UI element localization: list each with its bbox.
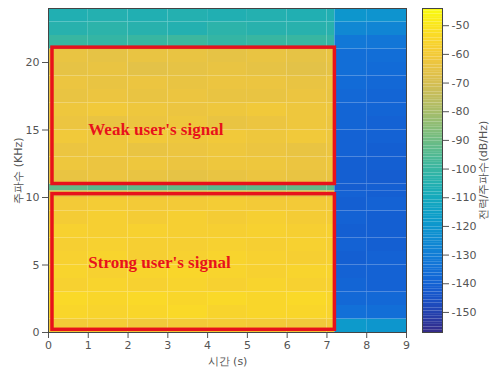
svg-text:8: 8 <box>363 339 370 352</box>
svg-text:1: 1 <box>85 339 92 352</box>
svg-text:7: 7 <box>323 339 330 352</box>
svg-text:3: 3 <box>164 339 171 352</box>
svg-text:-140: -140 <box>452 277 477 290</box>
svg-text:9: 9 <box>403 339 410 352</box>
svg-text:-150: -150 <box>452 306 477 319</box>
svg-text:-110: -110 <box>452 191 477 204</box>
svg-text:전력/주파수(dB/Hz): 전력/주파수(dB/Hz) <box>477 121 490 221</box>
svg-text:-130: -130 <box>452 249 477 262</box>
svg-text:4: 4 <box>204 339 211 352</box>
svg-text:-80: -80 <box>452 105 470 118</box>
svg-text:5: 5 <box>33 259 40 272</box>
svg-text:10: 10 <box>26 191 40 204</box>
svg-text:-70: -70 <box>452 77 470 90</box>
svg-text:-50: -50 <box>452 19 470 32</box>
svg-text:-60: -60 <box>452 48 470 61</box>
svg-text:주파수 (KHz): 주파수 (KHz) <box>12 137 25 203</box>
svg-text:-100: -100 <box>452 163 477 176</box>
svg-text:Strong user's signal: Strong user's signal <box>88 253 231 272</box>
svg-text:15: 15 <box>26 124 40 137</box>
svg-text:5: 5 <box>244 339 251 352</box>
svg-text:6: 6 <box>284 339 291 352</box>
svg-text:-120: -120 <box>452 220 477 233</box>
svg-text:2: 2 <box>125 339 132 352</box>
svg-text:Weak user's signal: Weak user's signal <box>88 120 223 139</box>
svg-text:20: 20 <box>26 56 40 69</box>
svg-text:0: 0 <box>45 339 52 352</box>
svg-text:-90: -90 <box>452 134 470 147</box>
svg-text:0: 0 <box>33 326 40 339</box>
svg-text:시간 (s): 시간 (s) <box>208 355 248 368</box>
